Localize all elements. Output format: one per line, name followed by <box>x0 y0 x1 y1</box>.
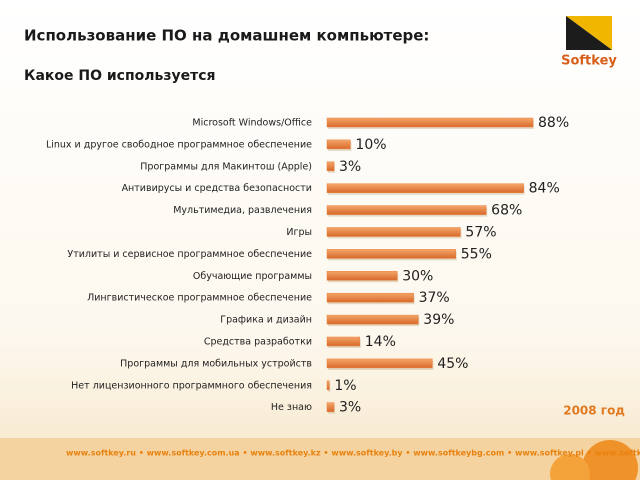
bar <box>326 314 419 325</box>
value-label: 84% <box>529 181 560 197</box>
bar <box>326 292 414 303</box>
bar <box>326 205 487 215</box>
footer-band <box>0 438 640 480</box>
chart-title: Использование ПО на домашнем компьютере: <box>24 27 429 45</box>
value-label: 45% <box>437 356 468 372</box>
bar <box>326 358 433 369</box>
category-label: Лингвистическое программное обеспечение <box>87 293 312 304</box>
value-label: 57% <box>465 225 496 241</box>
category-label: Программы для Макинтош (Apple) <box>140 161 312 172</box>
value-label: 30% <box>402 268 433 284</box>
value-label: 55% <box>461 246 492 262</box>
bar <box>326 227 461 237</box>
value-label: 14% <box>365 334 396 350</box>
bar <box>326 161 335 172</box>
bar <box>326 183 524 193</box>
value-label: 3% <box>339 400 361 416</box>
chart-subtitle: Какое ПО используется <box>24 68 216 84</box>
value-label: 37% <box>419 290 450 306</box>
value-label: 88% <box>538 115 569 131</box>
orange-decoration <box>582 440 638 484</box>
category-label: Microsoft Windows/Office <box>192 118 312 129</box>
category-label: Linux и другое свободное программное обе… <box>46 139 312 150</box>
category-label: Мультимедиа, развлечения <box>173 205 312 216</box>
category-label: Графика и дизайн <box>220 315 312 326</box>
bar <box>326 117 534 128</box>
bar <box>326 271 398 281</box>
bar <box>326 336 361 347</box>
footer-links: www.softkey.ru • www.softkey.com.ua • ww… <box>66 449 640 458</box>
logo: Softkey <box>561 16 617 69</box>
category-label: Антивирусы и средства безопасности <box>122 183 312 194</box>
category-label: Не знаю <box>271 402 312 413</box>
value-label: 1% <box>334 378 356 394</box>
bar <box>326 380 330 391</box>
category-label: Утилиты и сервисное программное обеспече… <box>67 249 312 260</box>
value-label: 39% <box>423 312 454 328</box>
category-label: Программы для мобильных устройств <box>120 358 312 369</box>
value-label: 68% <box>491 203 522 219</box>
category-label: Игры <box>286 227 312 238</box>
category-label: Нет лицензионного программного обеспечен… <box>71 380 312 391</box>
logo-shape <box>566 16 612 50</box>
bar <box>326 139 351 150</box>
annotation: 2008 год <box>563 404 625 418</box>
category-label: Обучающие программы <box>193 271 312 282</box>
bar <box>326 402 335 412</box>
orange-decoration <box>550 454 590 484</box>
value-label: 3% <box>339 159 361 175</box>
bar <box>326 249 456 259</box>
logo-text: Softkey <box>561 54 617 69</box>
category-label: Средства разработки <box>204 337 312 348</box>
value-label: 10% <box>355 137 386 153</box>
